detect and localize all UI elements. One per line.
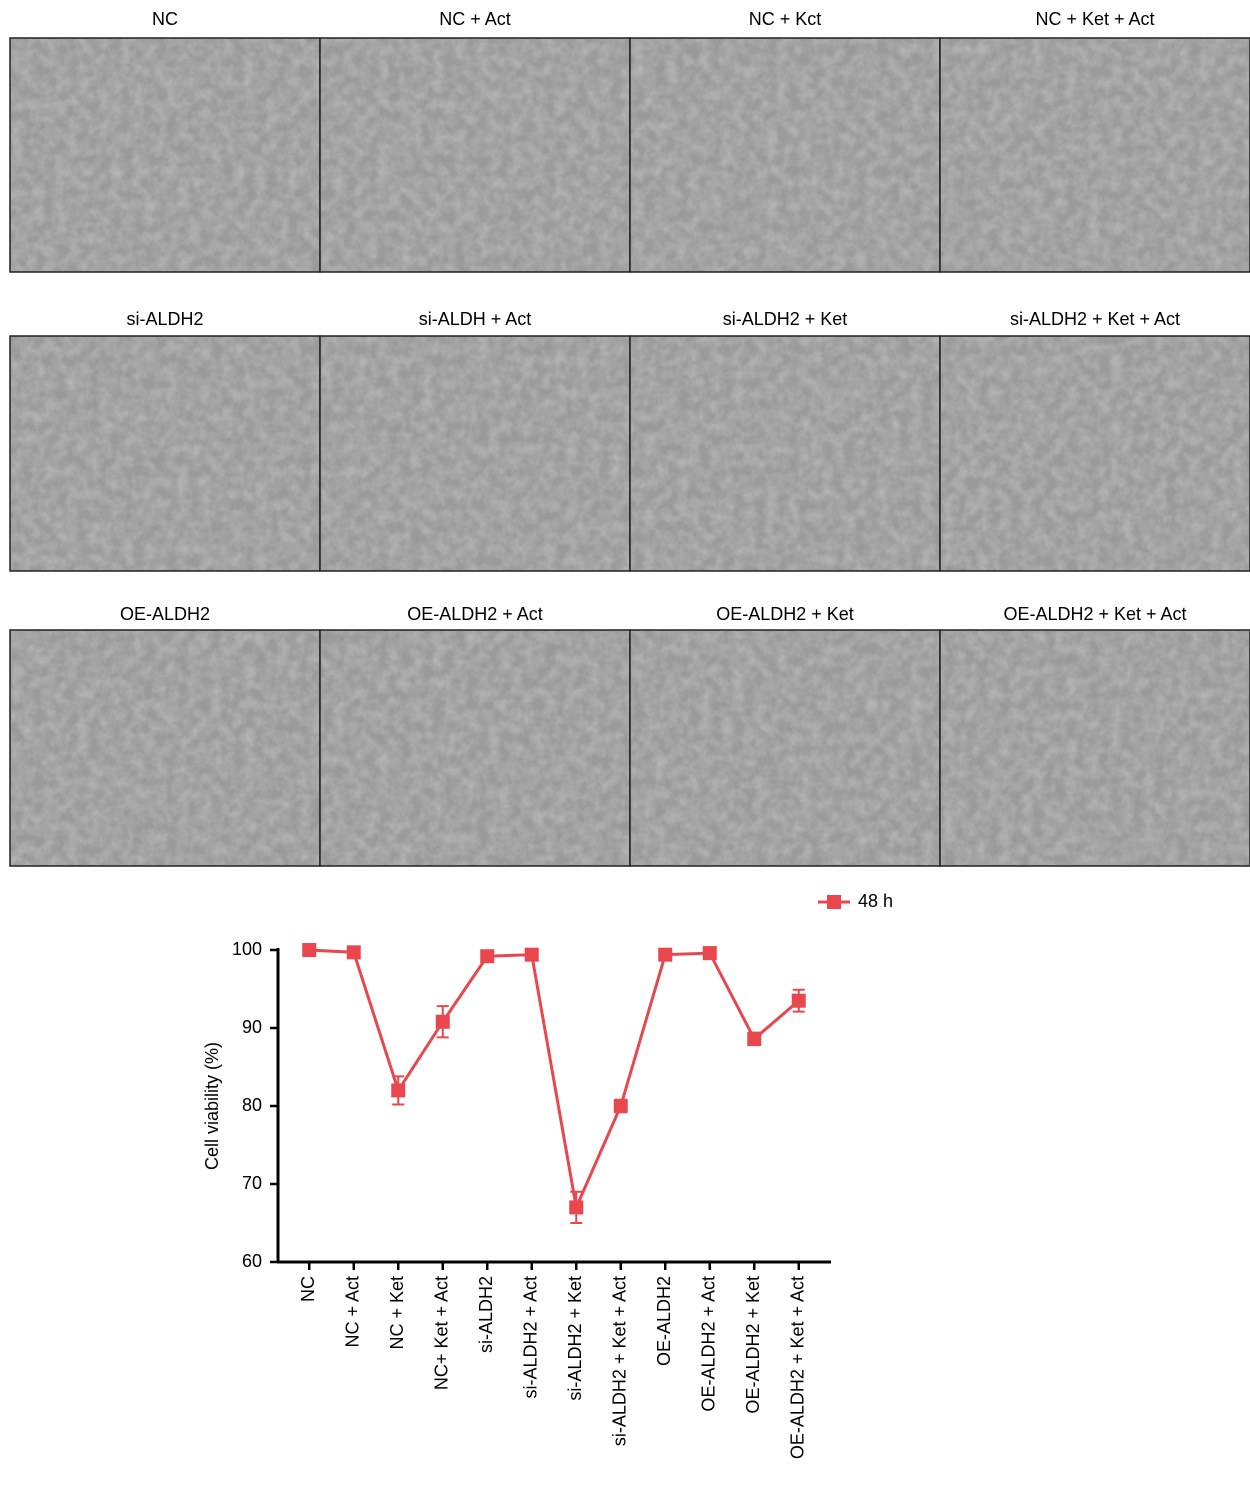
marker xyxy=(525,948,539,962)
marker xyxy=(436,1015,450,1029)
marker xyxy=(792,994,806,1008)
y-tick-label: 90 xyxy=(242,1017,262,1037)
panel-label: OE-ALDH2 + Act xyxy=(407,604,543,624)
panel-label: si-ALDH + Act xyxy=(419,309,532,329)
series-line xyxy=(309,950,799,1207)
micrograph-texture xyxy=(941,631,1249,865)
y-tick-label: 100 xyxy=(232,939,262,959)
marker xyxy=(391,1083,405,1097)
x-tick-label: OE-ALDH2 xyxy=(654,1276,674,1366)
x-tick-label: NC+ Ket + Act xyxy=(432,1276,452,1390)
y-axis-label: Cell viability (%) xyxy=(202,1042,222,1170)
micrograph-texture xyxy=(321,39,629,271)
micrograph-texture xyxy=(941,39,1249,271)
panel-label: NC + Act xyxy=(439,9,511,29)
panel-label: NC + Kct xyxy=(749,9,822,29)
micrograph-texture xyxy=(321,631,629,865)
x-tick-label: OE-ALDH2 + Act xyxy=(699,1276,719,1412)
marker xyxy=(747,1032,761,1046)
micrograph-texture xyxy=(11,39,319,271)
panel-label: OE-ALDH2 + Ket xyxy=(716,604,854,624)
x-tick-label: si-ALDH2 + Ket + Act xyxy=(610,1276,630,1446)
panel-label: NC + Ket + Act xyxy=(1035,9,1154,29)
legend-marker xyxy=(827,895,841,909)
marker xyxy=(302,943,316,957)
figure: NC NC + Act NC + Kct NC + Ket + Act si-ALDH2… xyxy=(0,0,1250,1497)
marker xyxy=(614,1099,628,1113)
panel-label: OE-ALDH2 + Ket + Act xyxy=(1003,604,1186,624)
x-tick-label: OE-ALDH2 + Ket + Act xyxy=(788,1276,808,1459)
marker xyxy=(658,948,672,962)
marker xyxy=(347,945,361,959)
marker xyxy=(569,1200,583,1214)
x-tick-label: si-ALDH2 xyxy=(476,1276,496,1353)
x-tick-label: NC + Ket xyxy=(387,1276,407,1350)
x-tick-label: OE-ALDH2 + Ket xyxy=(743,1276,763,1414)
legend-label: 48 h xyxy=(858,891,893,911)
marker xyxy=(480,949,494,963)
y-tick-label: 60 xyxy=(242,1251,262,1271)
x-tick-label: si-ALDH2 + Ket xyxy=(565,1276,585,1401)
x-tick-label: si-ALDH2 + Act xyxy=(521,1276,541,1399)
micrograph-texture xyxy=(631,39,939,271)
micrograph-texture xyxy=(631,337,939,570)
panel-label: OE-ALDH2 xyxy=(120,604,210,624)
micrograph-texture xyxy=(11,337,319,570)
micrograph-texture xyxy=(631,631,939,865)
y-tick-label: 70 xyxy=(242,1173,262,1193)
micrograph-texture xyxy=(321,337,629,570)
panel-label: si-ALDH2 + Ket xyxy=(723,309,848,329)
micrograph-texture xyxy=(11,631,319,865)
marker xyxy=(703,946,717,960)
micrograph-texture xyxy=(941,337,1249,570)
panel-label: si-ALDH2 xyxy=(126,309,203,329)
panel-label: si-ALDH2 + Ket + Act xyxy=(1010,309,1180,329)
x-tick-label: NC xyxy=(298,1276,318,1302)
x-tick-label: NC + Act xyxy=(343,1276,363,1348)
y-tick-label: 80 xyxy=(242,1095,262,1115)
panel-label: NC xyxy=(152,9,178,29)
